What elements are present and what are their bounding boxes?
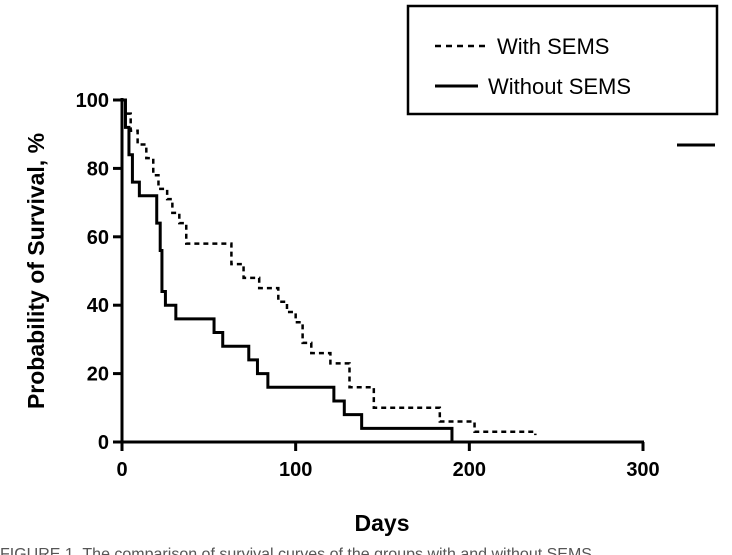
y-tick-label: 40 bbox=[87, 295, 109, 317]
figure-caption: FIGURE 1. The comparison of survival cur… bbox=[0, 546, 597, 555]
series-line-without-sems bbox=[122, 98, 454, 442]
y-tick-label: 0 bbox=[98, 432, 109, 454]
legend: With SEMS Without SEMS bbox=[406, 4, 719, 116]
y-tick-label: 80 bbox=[87, 158, 109, 180]
y-tick-label: 100 bbox=[76, 90, 109, 112]
y-axis-ticks: 0 20 40 60 80 100 bbox=[76, 90, 122, 454]
y-tick-label: 60 bbox=[87, 227, 109, 249]
series-line-with-sems bbox=[122, 98, 537, 436]
x-tick-label: 0 bbox=[116, 459, 127, 481]
x-tick-label: 100 bbox=[279, 459, 312, 481]
x-tick-label: 200 bbox=[453, 459, 486, 481]
legend-label-without-sems: Without SEMS bbox=[488, 74, 631, 99]
series-layer bbox=[122, 98, 537, 442]
y-axis-title: Probability of Survival, % bbox=[23, 133, 49, 409]
legend-label-with-sems: With SEMS bbox=[497, 34, 609, 59]
x-axis-ticks: 0 100 200 300 bbox=[116, 442, 660, 481]
survival-chart: 0 20 40 60 80 100 0 100 200 300 Probability of S… bbox=[23, 4, 719, 536]
x-axis-title: Days bbox=[355, 510, 410, 536]
x-tick-label: 300 bbox=[626, 459, 659, 481]
legend-box bbox=[406, 4, 719, 116]
axes bbox=[120, 98, 644, 445]
y-tick-label: 20 bbox=[87, 364, 109, 386]
